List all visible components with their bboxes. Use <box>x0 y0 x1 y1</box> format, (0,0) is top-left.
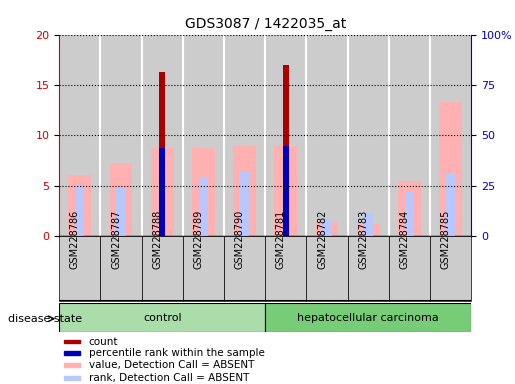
Bar <box>398 181 421 236</box>
Text: control: control <box>143 313 182 323</box>
Bar <box>199 177 208 236</box>
Text: rank, Detection Call = ABSENT: rank, Detection Call = ABSENT <box>89 373 249 383</box>
Bar <box>283 65 289 236</box>
Bar <box>59 236 100 301</box>
Bar <box>306 236 348 301</box>
Text: GSM228785: GSM228785 <box>441 210 451 269</box>
Bar <box>100 236 142 301</box>
Bar <box>283 146 289 236</box>
Text: value, Detection Call = ABSENT: value, Detection Call = ABSENT <box>89 360 254 370</box>
Text: percentile rank within the sample: percentile rank within the sample <box>89 348 265 358</box>
Bar <box>306 35 348 236</box>
Bar <box>142 35 183 236</box>
Bar <box>430 35 471 236</box>
Bar <box>357 224 380 236</box>
Bar <box>151 149 174 236</box>
Bar <box>316 221 338 236</box>
Text: GSM228788: GSM228788 <box>152 210 162 269</box>
Bar <box>389 35 430 236</box>
Bar <box>306 35 348 236</box>
Bar <box>64 376 80 380</box>
Bar <box>100 35 142 236</box>
Text: hepatocellular carcinoma: hepatocellular carcinoma <box>297 313 439 323</box>
Bar <box>59 35 100 236</box>
Bar <box>64 351 80 355</box>
Text: GSM228790: GSM228790 <box>235 210 245 269</box>
Bar <box>265 236 306 301</box>
Bar <box>430 35 471 236</box>
Text: GSM228782: GSM228782 <box>317 210 327 269</box>
Bar <box>110 162 132 236</box>
Bar <box>183 35 224 236</box>
Bar <box>389 35 430 236</box>
Bar <box>224 35 265 236</box>
Bar <box>159 72 165 236</box>
Text: GSM228781: GSM228781 <box>276 210 286 269</box>
Bar <box>348 35 389 236</box>
Bar <box>389 236 430 301</box>
Bar <box>100 35 142 236</box>
Text: disease state: disease state <box>8 314 82 324</box>
Bar <box>59 35 100 236</box>
Bar <box>348 236 389 301</box>
Text: GSM228789: GSM228789 <box>194 210 203 269</box>
Bar <box>224 35 265 236</box>
Text: count: count <box>89 336 118 347</box>
Bar <box>439 102 462 236</box>
Bar <box>265 35 306 236</box>
Bar <box>233 146 256 236</box>
Bar <box>183 236 224 301</box>
Bar <box>75 186 84 236</box>
Bar <box>116 188 126 236</box>
Bar <box>322 219 332 236</box>
Bar <box>64 340 80 343</box>
Bar <box>430 236 471 301</box>
Bar <box>364 213 373 236</box>
Title: GDS3087 / 1422035_at: GDS3087 / 1422035_at <box>184 17 346 31</box>
Bar <box>348 35 389 236</box>
Bar <box>68 175 91 236</box>
Bar <box>265 303 471 332</box>
Text: GSM228786: GSM228786 <box>70 210 80 269</box>
Bar <box>405 191 414 236</box>
Bar <box>59 303 265 332</box>
Bar <box>265 35 306 236</box>
Bar <box>142 35 183 236</box>
Bar <box>142 236 183 301</box>
Bar <box>446 174 455 236</box>
Bar <box>274 146 297 236</box>
Bar <box>64 363 80 367</box>
Text: GSM228784: GSM228784 <box>400 210 409 269</box>
Text: GSM228783: GSM228783 <box>358 210 368 269</box>
Bar <box>224 236 265 301</box>
Bar <box>183 35 224 236</box>
Text: GSM228787: GSM228787 <box>111 210 121 269</box>
Bar <box>240 170 249 236</box>
Bar <box>192 149 215 236</box>
Bar <box>159 149 165 236</box>
